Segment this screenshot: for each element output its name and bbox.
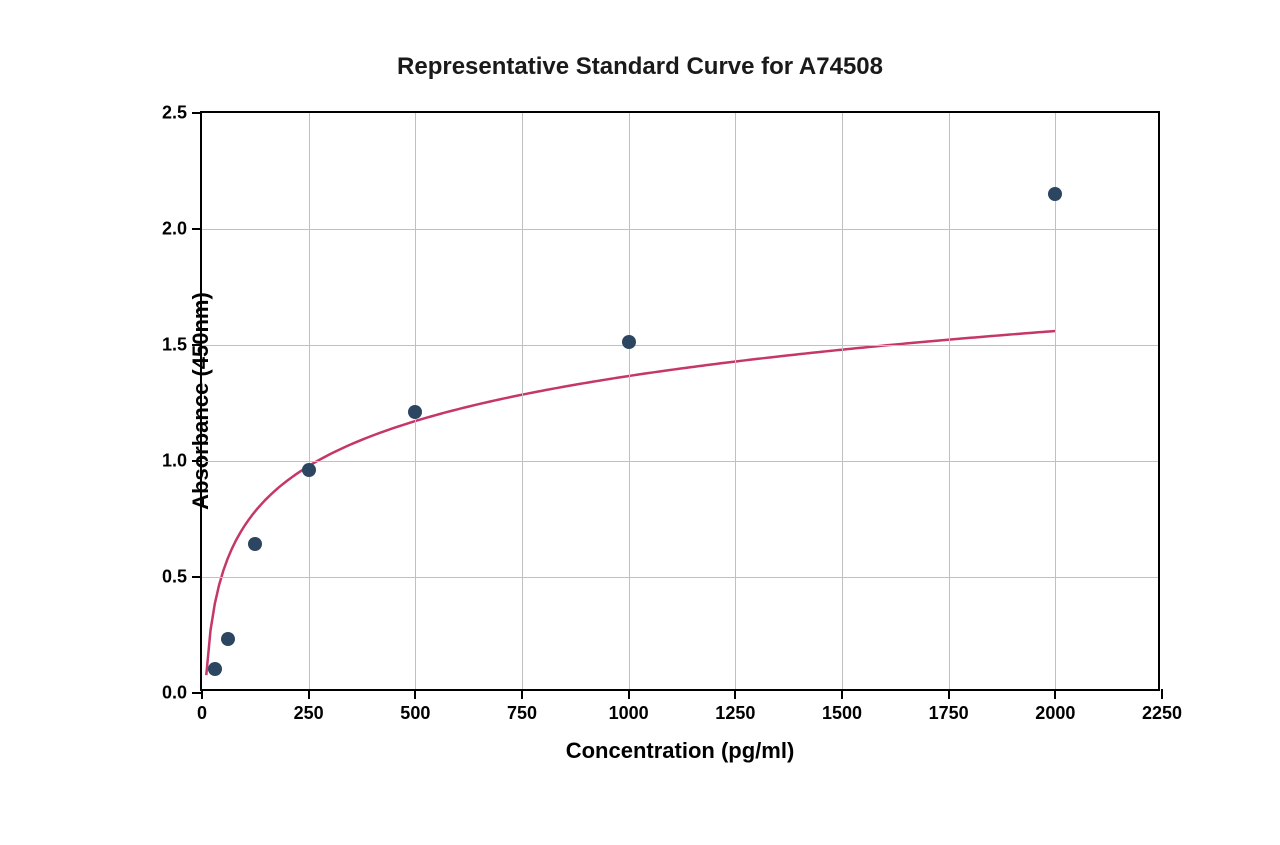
y-tick-label: 1.5 [147, 334, 187, 355]
data-point [248, 537, 262, 551]
fit-curve-svg [202, 113, 1162, 693]
y-tick-label: 0.5 [147, 566, 187, 587]
y-axis-label: Absorbance (450nm) [188, 292, 214, 510]
gridline-v [842, 113, 843, 689]
x-axis-label: Concentration (pg/ml) [566, 738, 795, 764]
x-tick-label: 500 [400, 703, 430, 724]
x-tick-label: 1000 [609, 703, 649, 724]
x-tick [201, 689, 203, 699]
x-tick [414, 689, 416, 699]
data-point [622, 335, 636, 349]
x-tick-label: 250 [294, 703, 324, 724]
gridline-h [202, 345, 1158, 346]
gridline-v [629, 113, 630, 689]
gridline-v [415, 113, 416, 689]
data-point [408, 405, 422, 419]
chart-title: Representative Standard Curve for A74508 [70, 53, 1210, 81]
x-tick-label: 1500 [822, 703, 862, 724]
y-tick [192, 576, 202, 578]
y-tick-label: 2.5 [147, 102, 187, 123]
y-tick-label: 2.0 [147, 218, 187, 239]
y-tick [192, 460, 202, 462]
x-tick-label: 750 [507, 703, 537, 724]
y-tick [192, 692, 202, 694]
x-tick [628, 689, 630, 699]
x-tick-label: 2250 [1142, 703, 1182, 724]
gridline-v [522, 113, 523, 689]
data-point [221, 632, 235, 646]
x-tick-label: 1750 [929, 703, 969, 724]
gridline-h [202, 577, 1158, 578]
y-tick-label: 0.0 [147, 682, 187, 703]
gridline-h [202, 229, 1158, 230]
gridline-v [949, 113, 950, 689]
x-tick-label: 2000 [1035, 703, 1075, 724]
x-tick [521, 689, 523, 699]
x-tick [734, 689, 736, 699]
data-point [1048, 187, 1062, 201]
gridline-v [735, 113, 736, 689]
y-tick-label: 1.0 [147, 450, 187, 471]
y-tick [192, 228, 202, 230]
x-tick [948, 689, 950, 699]
x-tick [308, 689, 310, 699]
y-tick [192, 344, 202, 346]
gridline-h [202, 461, 1158, 462]
plot-area: Concentration (pg/ml) Absorbance (450nm)… [200, 111, 1160, 691]
x-tick [1054, 689, 1056, 699]
data-point [208, 662, 222, 676]
x-tick [841, 689, 843, 699]
chart-container: Representative Standard Curve for A74508… [50, 33, 1230, 813]
data-point [302, 463, 316, 477]
x-tick-label: 1250 [715, 703, 755, 724]
y-tick [192, 112, 202, 114]
fit-curve [206, 330, 1055, 674]
gridline-v [309, 113, 310, 689]
x-tick [1161, 689, 1163, 699]
x-tick-label: 0 [197, 703, 207, 724]
